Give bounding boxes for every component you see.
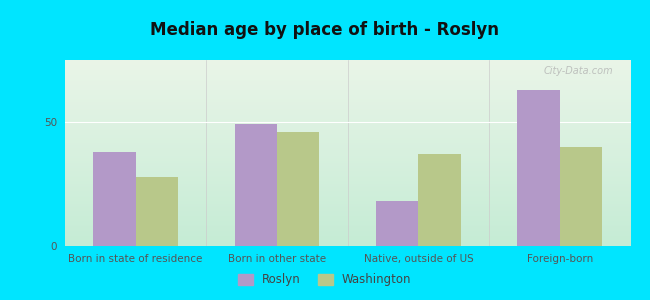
Bar bbox=[136, 177, 178, 246]
Bar bbox=[517, 90, 560, 246]
Bar bbox=[419, 154, 461, 246]
Legend: Roslyn, Washington: Roslyn, Washington bbox=[234, 269, 416, 291]
Bar bbox=[94, 152, 136, 246]
Bar bbox=[376, 201, 419, 246]
Bar bbox=[277, 132, 319, 246]
Text: Median age by place of birth - Roslyn: Median age by place of birth - Roslyn bbox=[151, 21, 499, 39]
Bar bbox=[560, 147, 602, 246]
Text: City-Data.com: City-Data.com bbox=[544, 66, 614, 76]
Bar bbox=[235, 124, 277, 246]
